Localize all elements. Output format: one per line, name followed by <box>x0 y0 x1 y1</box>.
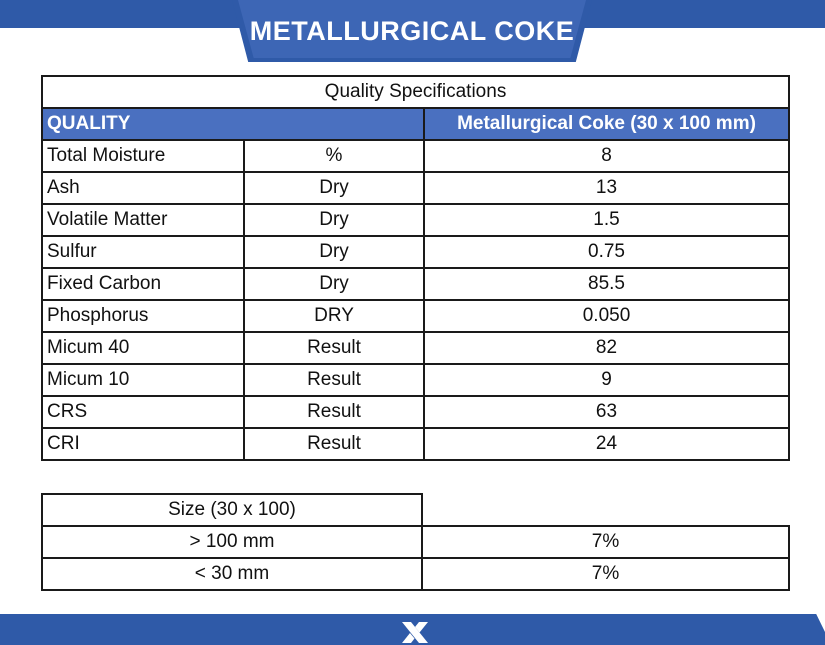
param-basis: Result <box>243 395 425 429</box>
size-header-blank <box>421 494 789 527</box>
table-row: Micum 10 Result 9 <box>41 363 790 397</box>
size-value: 7% <box>421 557 790 591</box>
param-name: Micum 10 <box>41 363 245 397</box>
param-value: 85.5 <box>423 267 790 301</box>
table-row: CRS Result 63 <box>41 395 790 429</box>
table-row: Sulfur Dry 0.75 <box>41 235 790 269</box>
param-basis: % <box>243 139 425 173</box>
param-name: Fixed Carbon <box>41 267 245 301</box>
param-name: Sulfur <box>41 235 245 269</box>
size-table: Size (30 x 100) > 100 mm 7% < 30 mm 7% <box>41 493 790 591</box>
param-value: 82 <box>423 331 790 365</box>
param-value: 13 <box>423 171 790 205</box>
param-value: 0.75 <box>423 235 790 269</box>
header-product: Metallurgical Coke (30 x 100 mm) <box>423 107 790 141</box>
table-row: Total Moisture % 8 <box>41 139 790 173</box>
table-row: CRI Result 24 <box>41 427 790 461</box>
param-basis: Dry <box>243 267 425 301</box>
param-name: Total Moisture <box>41 139 245 173</box>
param-basis: Result <box>243 331 425 365</box>
param-value: 63 <box>423 395 790 429</box>
param-basis: Dry <box>243 203 425 237</box>
param-name: CRS <box>41 395 245 429</box>
size-label: < 30 mm <box>41 557 423 591</box>
size-label: > 100 mm <box>41 525 423 559</box>
table-row: Micum 40 Result 82 <box>41 331 790 365</box>
param-basis: Dry <box>243 235 425 269</box>
table-row: Fixed Carbon Dry 85.5 <box>41 267 790 301</box>
table-row: > 100 mm 7% <box>41 525 790 559</box>
param-basis: Dry <box>243 171 425 205</box>
size-header-row: Size (30 x 100) <box>41 493 789 527</box>
param-name: CRI <box>41 427 245 461</box>
page-title: METALLURGICAL COKE <box>249 15 575 46</box>
param-value: 1.5 <box>423 203 790 237</box>
param-name: Phosphorus <box>41 299 245 333</box>
header-quality: QUALITY <box>41 107 425 141</box>
table-caption-row: Quality Specifications <box>41 75 790 109</box>
param-basis: Result <box>243 427 425 461</box>
param-value: 24 <box>423 427 790 461</box>
x-logo-icon <box>402 622 428 643</box>
param-name: Micum 40 <box>41 331 245 365</box>
size-value: 7% <box>421 525 790 559</box>
param-name: Volatile Matter <box>41 203 245 237</box>
table-caption: Quality Specifications <box>41 75 790 109</box>
table-row: < 30 mm 7% <box>41 557 790 591</box>
param-basis: DRY <box>243 299 425 333</box>
param-value: 0.050 <box>423 299 790 333</box>
table-row: Volatile Matter Dry 1.5 <box>41 203 790 237</box>
table-header-row: QUALITY Metallurgical Coke (30 x 100 mm) <box>41 107 790 141</box>
table-row: Ash Dry 13 <box>41 171 790 205</box>
title-tab: METALLURGICAL COKE <box>238 0 586 58</box>
param-basis: Result <box>243 363 425 397</box>
param-name: Ash <box>41 171 245 205</box>
param-value: 9 <box>423 363 790 397</box>
quality-spec-table: Quality Specifications QUALITY Metallurg… <box>41 75 790 461</box>
size-header: Size (30 x 100) <box>41 493 423 527</box>
table-row: Phosphorus DRY 0.050 <box>41 299 790 333</box>
param-value: 8 <box>423 139 790 173</box>
